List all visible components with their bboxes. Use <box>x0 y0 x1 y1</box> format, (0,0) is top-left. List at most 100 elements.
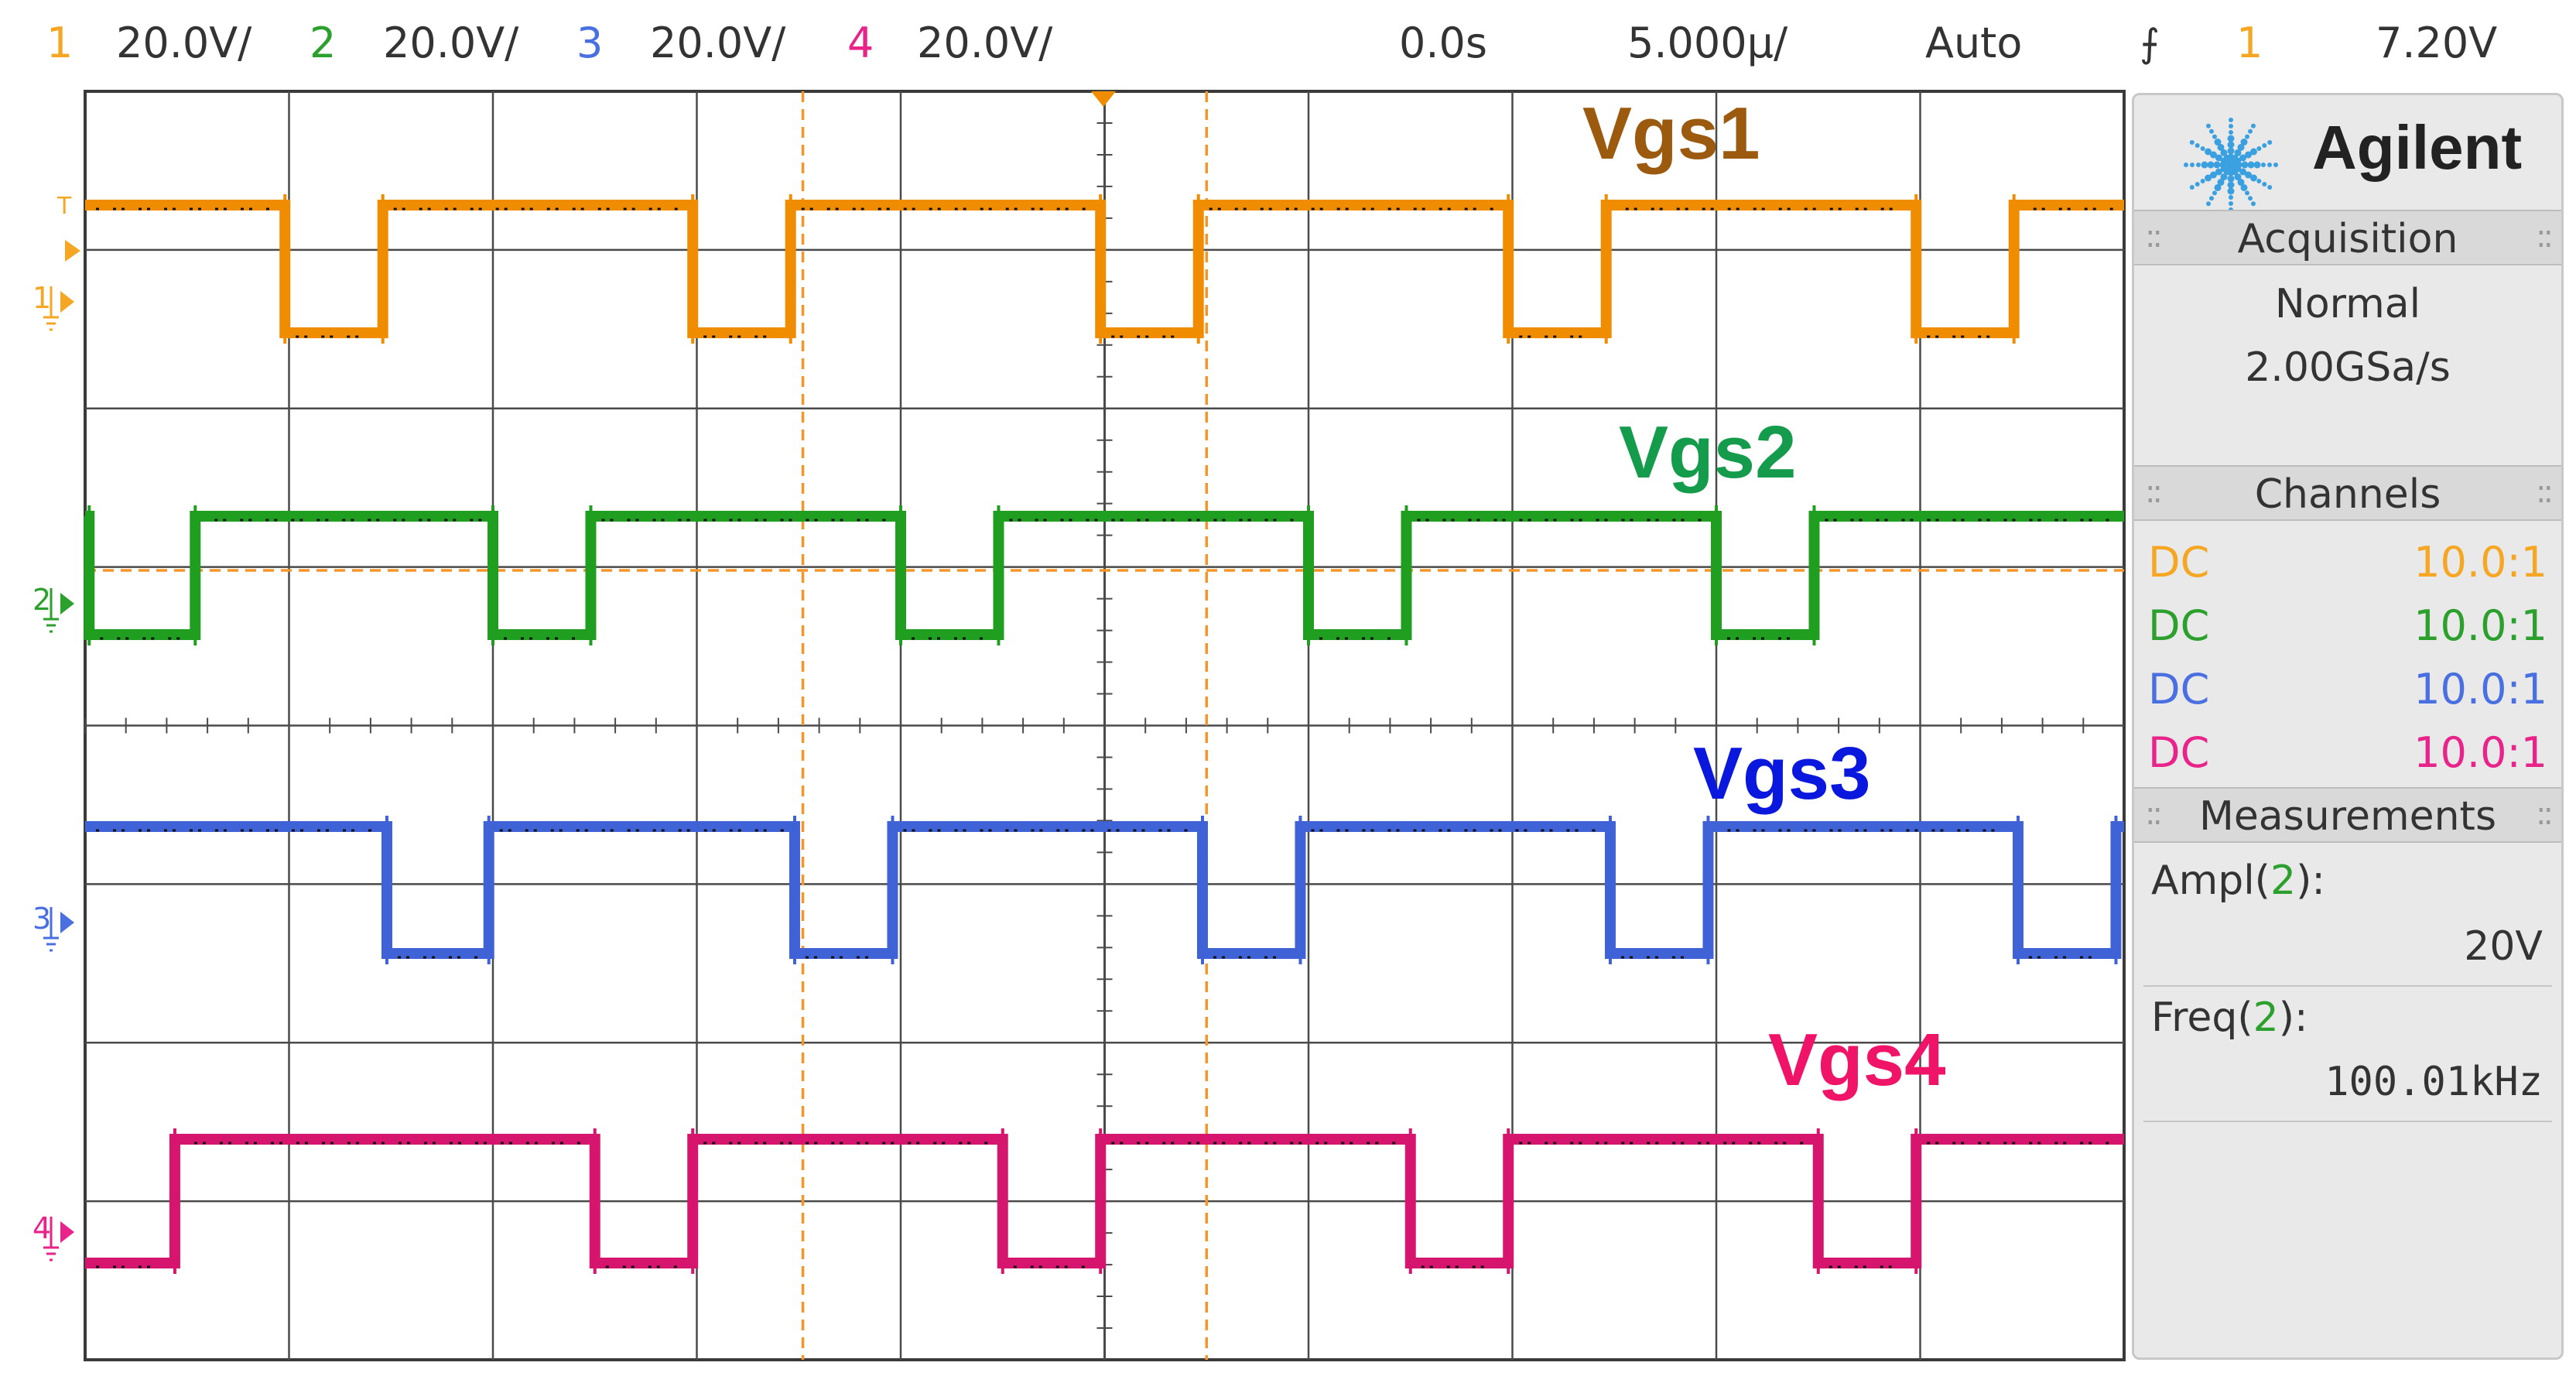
trigger-edge-icon[interactable]: ⨍ <box>2140 21 2160 66</box>
spark-dot <box>2227 135 2235 142</box>
time-scale[interactable]: 5.000µ/ <box>1627 19 1788 67</box>
spark-dot <box>2206 201 2211 207</box>
grip-icon: :: <box>2145 796 2163 832</box>
spark-dot <box>2220 173 2228 181</box>
spark-dot <box>2245 190 2249 196</box>
trigger-t-marker[interactable]: T <box>56 193 72 220</box>
coupling: DC <box>2148 728 2210 777</box>
coupling: DC <box>2148 601 2210 650</box>
ch1-scale[interactable]: 20.0V/ <box>116 19 252 67</box>
spark-dot <box>2237 143 2245 151</box>
measurement-2-label[interactable]: Freq(2): <box>2151 994 2308 1041</box>
ground-arrow[interactable] <box>60 1221 74 1243</box>
ground-icon[interactable] <box>43 286 59 331</box>
measurements-header[interactable]: :: Measurements :: <box>2134 787 2561 843</box>
channel-row-2[interactable]: DC 10.0:1 <box>2148 598 2547 656</box>
channel-row-4[interactable]: DC 10.0:1 <box>2148 725 2547 782</box>
spark-dot <box>2240 139 2248 146</box>
spark-dot <box>2248 196 2253 201</box>
grip-icon: :: <box>2536 474 2554 510</box>
ch4-scale[interactable]: 20.0V/ <box>917 19 1053 67</box>
divider <box>2143 985 2552 987</box>
spark-dot <box>2227 141 2235 149</box>
spark-dot <box>2201 161 2208 169</box>
ground-icon[interactable] <box>43 907 59 952</box>
noise-vgs4 <box>96 1142 2109 1268</box>
spark-dot <box>2212 134 2217 139</box>
channel-row-1[interactable]: DC 10.0:1 <box>2148 535 2547 592</box>
brand-logo: Agilent <box>2312 113 2523 182</box>
spark-dot <box>2248 128 2253 134</box>
trigger-mode[interactable]: Auto <box>1925 19 2023 67</box>
spark-dot <box>2209 151 2217 159</box>
probe-ratio: 10.0:1 <box>2414 538 2547 587</box>
spark-dot <box>2220 149 2228 156</box>
measurement-channel: 2 <box>2253 994 2279 1041</box>
status-bar: 1 20.0V/ 2 20.0V/ 3 20.0V/ 4 20.0V/ 0.0s… <box>0 0 2576 87</box>
trigger-level[interactable]: 7.20V <box>2376 19 2498 67</box>
spark-dot <box>2251 123 2256 128</box>
spark-dot <box>2267 163 2272 167</box>
ground-markers: 1 2 3 4 T <box>32 193 80 1261</box>
ch3-scale[interactable]: 20.0V/ <box>650 19 786 67</box>
trigger-level-arrow[interactable] <box>65 240 80 262</box>
measurement-1-label[interactable]: Ampl(2): <box>2151 858 2325 904</box>
spark-dot <box>2262 182 2267 187</box>
ground-icon[interactable] <box>43 1217 59 1261</box>
spark-dot <box>2229 130 2233 135</box>
spark-dot <box>2217 143 2225 151</box>
waveform-display[interactable]: 1 2 3 4 T <box>0 0 2130 1383</box>
noise-vgs3 <box>96 829 2092 959</box>
ground-arrow[interactable] <box>60 593 74 614</box>
spark-dot <box>2205 174 2212 182</box>
spark-dot <box>2190 163 2195 167</box>
spark-dot <box>2209 128 2214 134</box>
probe-ratio: 10.0:1 <box>2414 601 2547 650</box>
ch2-scale[interactable]: 20.0V/ <box>383 19 519 67</box>
spark-dot <box>2262 143 2267 148</box>
ground-icon[interactable] <box>43 588 59 633</box>
ground-arrow[interactable] <box>60 912 74 933</box>
spark-dot <box>2245 134 2249 139</box>
spark-dot <box>2249 174 2257 182</box>
spark-dot <box>2273 163 2278 167</box>
channel-1-ground-number[interactable]: 1 <box>32 281 51 315</box>
measurement-close: ): <box>2296 858 2325 904</box>
spark-dot <box>2200 179 2205 183</box>
channel-3-ground-number[interactable]: 3 <box>32 902 51 936</box>
acquisition-title: Acquisition <box>2237 216 2458 262</box>
ch1-number[interactable]: 1 <box>46 19 74 67</box>
ground-arrow[interactable] <box>60 291 74 313</box>
divider <box>2143 1121 2552 1122</box>
spark-dot <box>2229 124 2233 128</box>
acquisition-mode: Normal <box>2274 281 2421 327</box>
spark-dot <box>2229 201 2233 206</box>
coupling: DC <box>2148 665 2210 714</box>
time-position[interactable]: 0.0s <box>1399 19 1488 67</box>
grip-icon: :: <box>2145 474 2163 510</box>
vgs4-label: Vgs4 <box>1768 1018 1946 1101</box>
spark-dot <box>2249 148 2257 156</box>
spark-dot <box>2227 181 2235 189</box>
channel-row-3[interactable]: DC 10.0:1 <box>2148 662 2547 719</box>
spark-dot <box>2247 161 2255 169</box>
ch3-number[interactable]: 3 <box>576 19 604 67</box>
spark-dot <box>2215 168 2222 176</box>
ch2-number[interactable]: 2 <box>310 19 337 67</box>
spark-dot <box>2229 118 2233 122</box>
acquisition-header[interactable]: :: Acquisition :: <box>2134 210 2561 265</box>
spark-dot <box>2200 146 2205 151</box>
spark-dot <box>2212 190 2217 196</box>
spark-dot <box>2217 179 2225 187</box>
trigger-source[interactable]: 1 <box>2236 19 2263 67</box>
channels-header[interactable]: :: Channels :: <box>2134 465 2561 521</box>
grip-icon: :: <box>2536 796 2554 832</box>
channel-4-ground-number[interactable]: 4 <box>32 1211 51 1245</box>
trigger-position-marker <box>1091 91 1116 107</box>
side-panel: Agilent :: Acquisition :: Normal 2.00GSa… <box>2132 93 2564 1360</box>
ch4-number[interactable]: 4 <box>847 19 874 67</box>
channel-2-ground-number[interactable]: 2 <box>32 583 51 617</box>
spark-dot <box>2239 168 2247 176</box>
measurement-name: Ampl( <box>2151 858 2270 904</box>
measurement-close: ): <box>2278 994 2308 1041</box>
